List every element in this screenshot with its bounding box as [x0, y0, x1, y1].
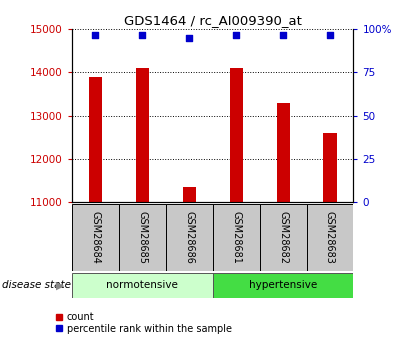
Bar	[277, 102, 290, 202]
Text: GSM28682: GSM28682	[278, 211, 288, 264]
Bar	[213, 273, 353, 298]
Title: GDS1464 / rc_AI009390_at: GDS1464 / rc_AI009390_at	[124, 14, 302, 27]
Point	[233, 32, 240, 37]
Text: GSM28686: GSM28686	[184, 211, 194, 264]
Bar	[182, 187, 196, 202]
Bar	[72, 273, 213, 298]
Bar	[119, 204, 166, 271]
Text: GSM28685: GSM28685	[137, 211, 147, 264]
Bar	[136, 68, 149, 202]
Text: GSM28683: GSM28683	[325, 211, 335, 264]
Text: disease state: disease state	[2, 280, 71, 290]
Point	[139, 32, 145, 37]
Text: hypertensive: hypertensive	[249, 280, 317, 290]
Point	[280, 32, 286, 37]
Text: GSM28684: GSM28684	[90, 211, 100, 264]
Text: normotensive: normotensive	[106, 280, 178, 290]
Bar	[323, 133, 337, 202]
Point	[186, 35, 192, 41]
Text: ▶: ▶	[55, 280, 64, 290]
Legend: count, percentile rank within the sample: count, percentile rank within the sample	[56, 312, 232, 334]
Point	[327, 32, 333, 37]
Bar	[230, 68, 243, 202]
Text: GSM28681: GSM28681	[231, 211, 241, 264]
Bar	[307, 204, 353, 271]
Bar	[89, 77, 102, 202]
Bar	[213, 204, 260, 271]
Point	[92, 32, 99, 37]
Bar	[166, 204, 213, 271]
Bar	[260, 204, 307, 271]
Bar	[72, 204, 119, 271]
